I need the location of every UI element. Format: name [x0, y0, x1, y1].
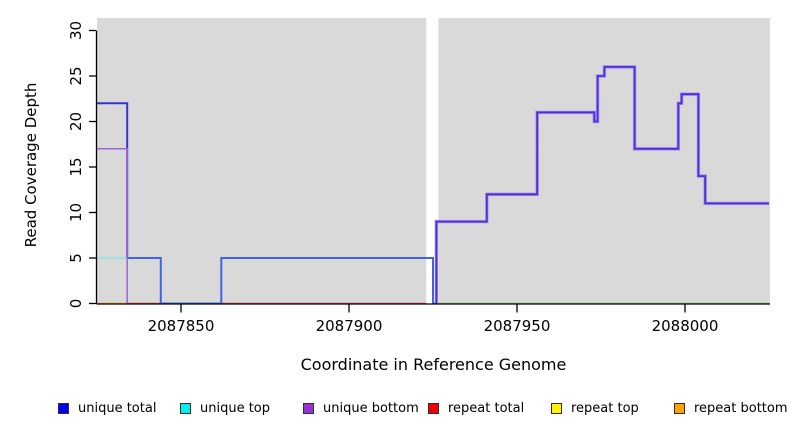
legend-label: repeat top	[571, 400, 639, 416]
legend-swatch-icon	[674, 402, 685, 414]
legend-item-unique-total: unique total	[58, 398, 156, 418]
legend-label: repeat total	[448, 400, 525, 416]
y-tick-label: 15	[67, 157, 85, 176]
y-tick-label: 30	[67, 21, 85, 40]
y-tick-label: 20	[67, 112, 85, 131]
legend-label: unique total	[78, 400, 157, 416]
x-axis-title: Coordinate in Reference Genome	[300, 355, 567, 374]
legend: unique total unique top unique bottom repea…	[0, 398, 792, 422]
legend-swatch-icon	[428, 402, 439, 414]
y-tick-label: 0	[67, 299, 85, 309]
legend-swatch-icon	[303, 402, 314, 414]
y-tick-label: 5	[67, 253, 85, 263]
legend-item-repeat-total: repeat total	[428, 398, 524, 418]
legend-item-unique-bottom: unique bottom	[303, 398, 419, 418]
x-tick-label: 2087850	[148, 317, 215, 335]
series-line-5	[127, 257, 437, 305]
legend-item-unique-top: unique top	[180, 398, 270, 418]
x-tick-label: 2087900	[316, 317, 383, 335]
series-line-7	[435, 66, 769, 304]
legend-swatch-icon	[551, 402, 562, 414]
legend-swatch-icon	[58, 402, 69, 414]
y-tick-label: 10	[67, 203, 85, 222]
x-tick-label: 2088000	[652, 317, 719, 335]
legend-label: unique bottom	[323, 400, 419, 416]
legend-swatch-icon	[180, 402, 191, 414]
y-axis-title: Read Coverage Depth	[22, 82, 40, 248]
legend-label: repeat bottom	[694, 400, 788, 416]
x-tick-label: 2087950	[484, 317, 551, 335]
y-tick-label: 25	[67, 66, 85, 85]
legend-item-repeat-bottom: repeat bottom	[674, 398, 788, 418]
series-line-6	[97, 148, 128, 304]
legend-item-repeat-top: repeat top	[551, 398, 639, 418]
legend-label: unique top	[200, 400, 271, 416]
